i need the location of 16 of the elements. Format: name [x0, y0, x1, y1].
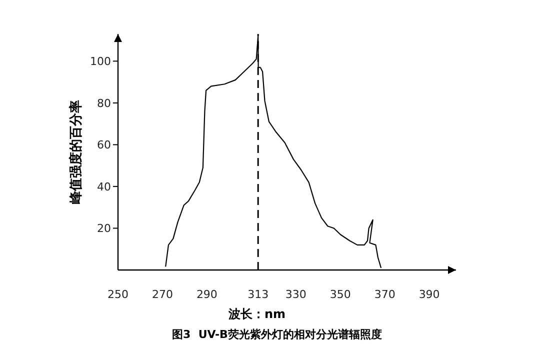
- text: 图3 UV-B荧光紫外灯的相对分光谱辐照度: [172, 328, 382, 341]
- x-tick-label: 330: [285, 288, 306, 301]
- y-tick-label: 80: [97, 96, 111, 110]
- x-tick-label: 370: [374, 288, 396, 301]
- y-axis-title: 峰值强度的百分率: [68, 100, 84, 204]
- y-tick-label: 60: [97, 138, 111, 152]
- x-tick-label: 250: [108, 288, 128, 301]
- x-tick-label: 290: [196, 288, 218, 301]
- x-tick-label: 313: [248, 288, 269, 301]
- x-tick-label: 350: [330, 288, 351, 301]
- x-tick-label: 270: [152, 288, 173, 301]
- y-tick-label: 100: [90, 55, 111, 68]
- y-tick-label: 40: [97, 180, 111, 194]
- y-tick-label: 20: [97, 222, 111, 236]
- x-axis-title: 波长：nm: [227, 307, 286, 321]
- x-tick-label: 390: [418, 288, 440, 301]
